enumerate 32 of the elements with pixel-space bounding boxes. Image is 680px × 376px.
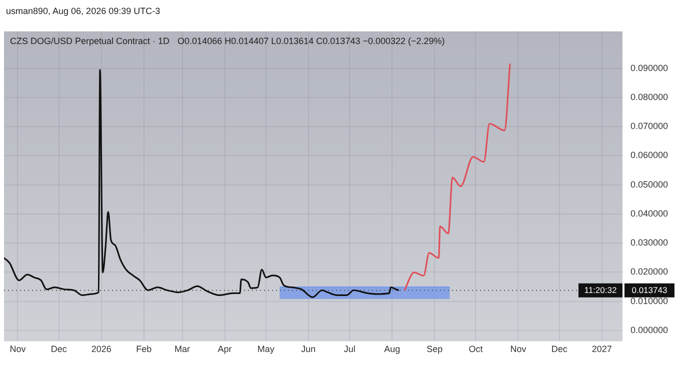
x-tick-label: 2026	[91, 344, 112, 354]
y-tick-label: 0.060000	[630, 150, 668, 160]
y-tick-label: 0.040000	[630, 208, 668, 218]
y-tick-label: 0.020000	[630, 266, 668, 277]
x-tick-label: Oct	[468, 344, 484, 354]
y-tick-label: 0.000000	[630, 324, 668, 335]
x-tick-label: May	[257, 344, 275, 354]
text: CZS DOG/USD Perpetual Contract · 1D	[10, 36, 170, 46]
x-tick-label: Sep	[426, 344, 443, 354]
x-tick-label: Mar	[174, 344, 190, 354]
x-tick-label: Aug	[384, 344, 400, 354]
x-tick-label: 2027	[592, 344, 612, 354]
x-tick-label: Dec	[50, 344, 68, 354]
x-tick-label: Jun	[301, 344, 316, 354]
chart-subtitle: usman890, Aug 06, 2026 09:39 UTC-3	[5, 5, 162, 18]
y-tick-label: 0.030000	[630, 238, 668, 248]
y-tick-label: 0.080000	[630, 92, 668, 102]
x-tick-label: Feb	[136, 344, 152, 354]
x-tick-label: Dec	[551, 344, 568, 354]
line-series	[404, 62, 511, 292]
x-tick-label: Apr	[218, 344, 232, 354]
y-tick-label: 0.090000	[630, 62, 668, 73]
ref-line-label: 0.013743	[632, 284, 668, 295]
x-tick-label: Nov	[10, 344, 26, 354]
x-tick-label: Nov	[510, 344, 527, 354]
y-tick-label: 0.070000	[630, 121, 668, 132]
y-tick-label: 0.050000	[630, 179, 668, 190]
annotation: 11:20:32	[584, 284, 617, 295]
line-series	[4, 69, 400, 298]
x-tick-label: Jul	[344, 344, 356, 354]
annotation: O0.014066 H0.014407 L0.013614 C0.013743 −0.000322 (−2.29%)	[178, 36, 445, 46]
y-tick-label: 0.010000	[630, 296, 668, 306]
